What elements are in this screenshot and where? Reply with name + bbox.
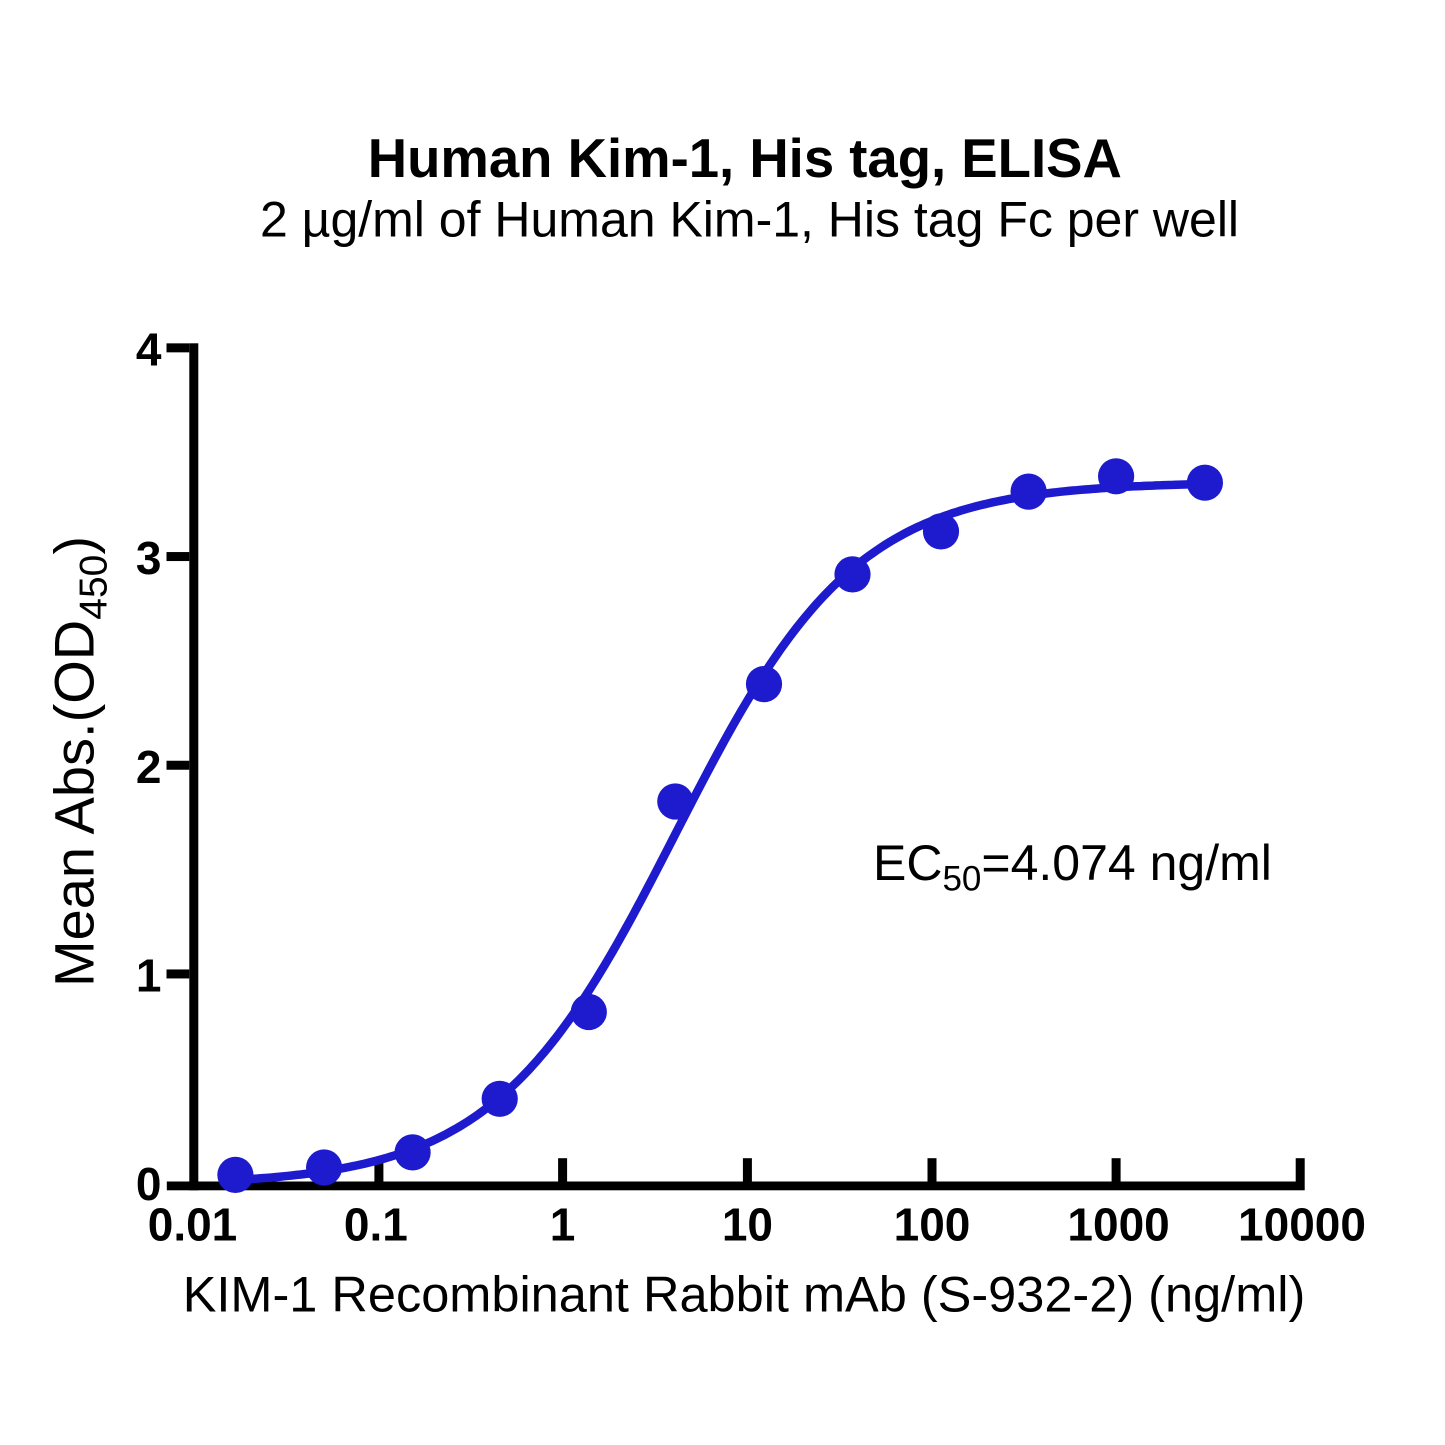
svg-text:3: 3 [136,532,162,584]
svg-text:EC50=4.074 ng/ml: EC50=4.074 ng/ml [873,835,1272,899]
svg-text:0: 0 [136,1158,162,1210]
svg-text:1: 1 [136,950,162,1002]
svg-text:2: 2 [136,741,162,793]
svg-text:KIM-1 Recombinant Rabbit mAb (: KIM-1 Recombinant Rabbit mAb (S-932-2) (… [183,1266,1306,1323]
svg-text:10: 10 [722,1199,773,1251]
svg-text:10000: 10000 [1238,1199,1366,1251]
svg-text:1000: 1000 [1067,1199,1169,1251]
svg-text:Human Kim-1, His tag, ELISA: Human Kim-1, His tag, ELISA [368,128,1122,189]
svg-text:2 µg/ml of Human Kim-1, His ta: 2 µg/ml of Human Kim-1, His tag Fc per w… [260,191,1239,247]
svg-text:0.01: 0.01 [148,1199,238,1251]
svg-text:0.1: 0.1 [344,1199,408,1251]
svg-text:4: 4 [136,323,162,375]
svg-text:1: 1 [550,1199,576,1251]
svg-text:100: 100 [894,1199,971,1251]
